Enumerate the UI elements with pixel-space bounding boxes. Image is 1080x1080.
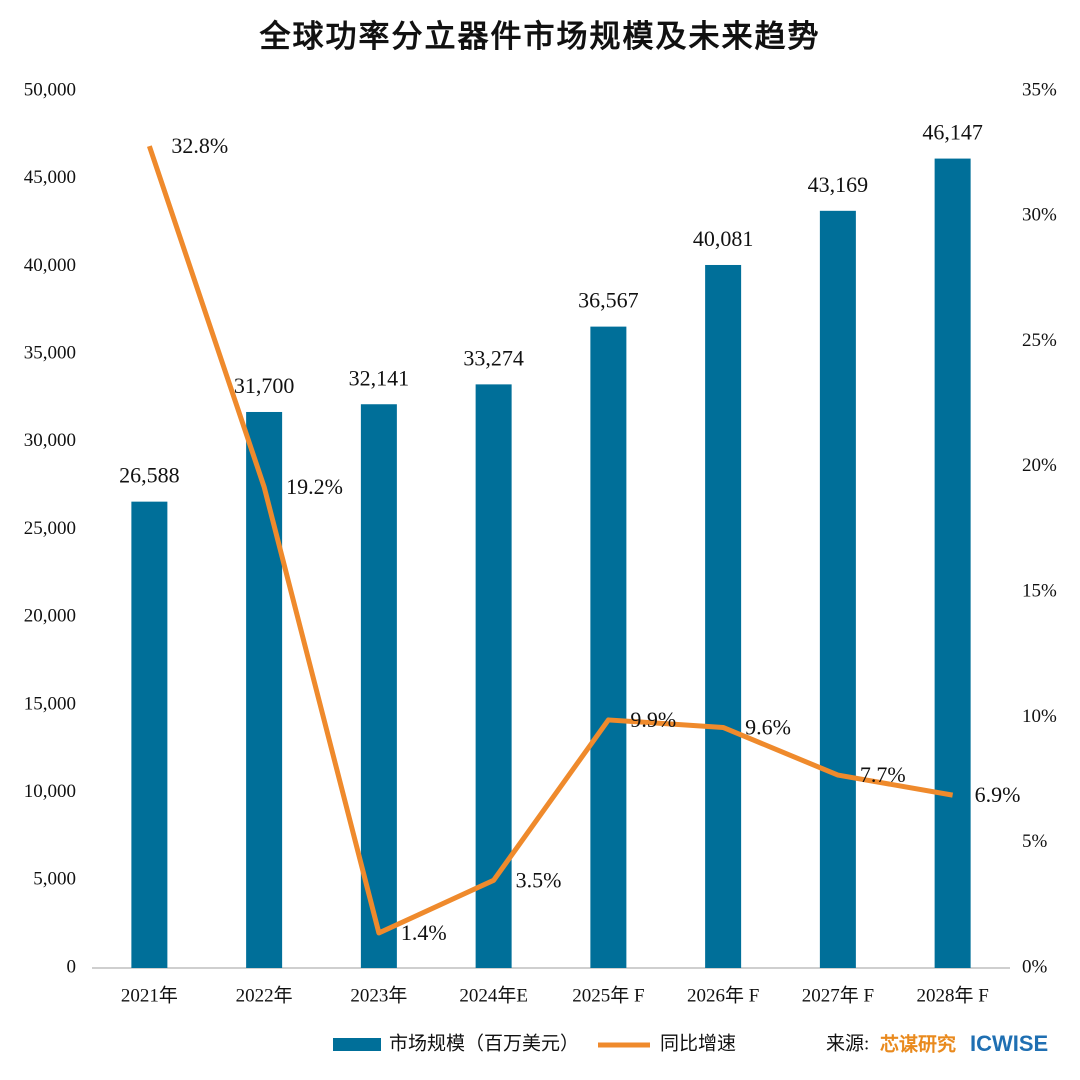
data-label: 7.7%: [860, 762, 906, 787]
y-tick-label: 10,000: [24, 781, 76, 802]
data-label: 3.5%: [516, 867, 562, 892]
y-tick-label: 30,000: [24, 430, 76, 451]
data-label: 36,567: [578, 288, 639, 313]
y2-tick-label: 5%: [1022, 831, 1048, 852]
x-tick-label: 2021年: [121, 984, 178, 1006]
bar: [934, 158, 971, 969]
y-tick-label: 20,000: [24, 606, 76, 627]
y-tick-label: 50,000: [24, 79, 76, 100]
x-tick-label: 2028年 F: [916, 984, 988, 1006]
chart-title: 全球功率分立器件市场规模及未来趋势: [259, 19, 821, 54]
x-tick-label: 2026年 F: [687, 984, 759, 1006]
legend-swatch-bar: [333, 1038, 381, 1051]
data-label: 43,169: [808, 172, 869, 197]
data-label: 31,700: [234, 373, 295, 398]
data-label: 46,147: [922, 120, 983, 145]
y-tick-label: 45,000: [24, 167, 76, 188]
data-label: 26,588: [119, 463, 180, 488]
data-label: 6.9%: [975, 782, 1021, 807]
data-label: 9.9%: [630, 707, 676, 732]
y2-tick-label: 0%: [1022, 956, 1048, 977]
data-label: 1.4%: [401, 920, 447, 945]
bar: [590, 326, 627, 968]
y-tick-label: 35,000: [24, 342, 76, 363]
x-tick-label: 2027年 F: [802, 984, 874, 1006]
x-tick-label: 2024年E: [459, 984, 528, 1006]
data-label: 19.2%: [286, 474, 343, 499]
bar: [360, 404, 397, 969]
y-tick-label: 5,000: [33, 869, 76, 890]
y-tick-label: 40,000: [24, 255, 76, 276]
y-tick-label: 0: [67, 956, 77, 977]
data-label: 33,274: [463, 345, 524, 370]
source-brand: 芯谋研究: [880, 1033, 956, 1056]
bar: [819, 210, 856, 968]
y-tick-label: 25,000: [24, 518, 76, 539]
bar: [246, 411, 283, 968]
legend-label: 同比增速: [660, 1032, 736, 1054]
y2-tick-label: 25%: [1022, 330, 1057, 351]
x-tick-label: 2022年: [236, 984, 293, 1006]
y2-tick-label: 20%: [1022, 455, 1057, 476]
legend-label: 市场规模（百万美元）: [389, 1032, 579, 1054]
bar: [705, 264, 742, 968]
data-label: 32,141: [349, 365, 410, 390]
line: [147, 145, 954, 936]
y2-tick-label: 35%: [1022, 79, 1057, 100]
source-logo: ICWISE: [970, 1031, 1048, 1056]
y-tick-label: 15,000: [24, 693, 76, 714]
source-label: 来源:: [826, 1032, 869, 1054]
data-label: 32.8%: [171, 133, 228, 158]
y2-tick-label: 15%: [1022, 581, 1057, 602]
x-tick-label: 2023年: [350, 984, 407, 1006]
y2-tick-label: 30%: [1022, 205, 1057, 226]
data-label: 9.6%: [745, 714, 791, 739]
x-tick-label: 2025年 F: [572, 984, 644, 1006]
bar: [475, 384, 512, 969]
data-label: 40,081: [693, 226, 754, 251]
bar: [131, 501, 168, 968]
y2-tick-label: 10%: [1022, 706, 1057, 727]
